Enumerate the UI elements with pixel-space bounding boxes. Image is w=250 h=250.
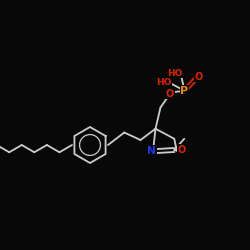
Text: N: N [148,146,156,156]
Text: O: O [195,72,203,82]
Text: O: O [177,144,186,154]
Text: HO: HO [156,78,171,87]
Text: P: P [180,86,188,96]
Text: HO: HO [168,68,183,78]
Text: O: O [166,89,174,99]
